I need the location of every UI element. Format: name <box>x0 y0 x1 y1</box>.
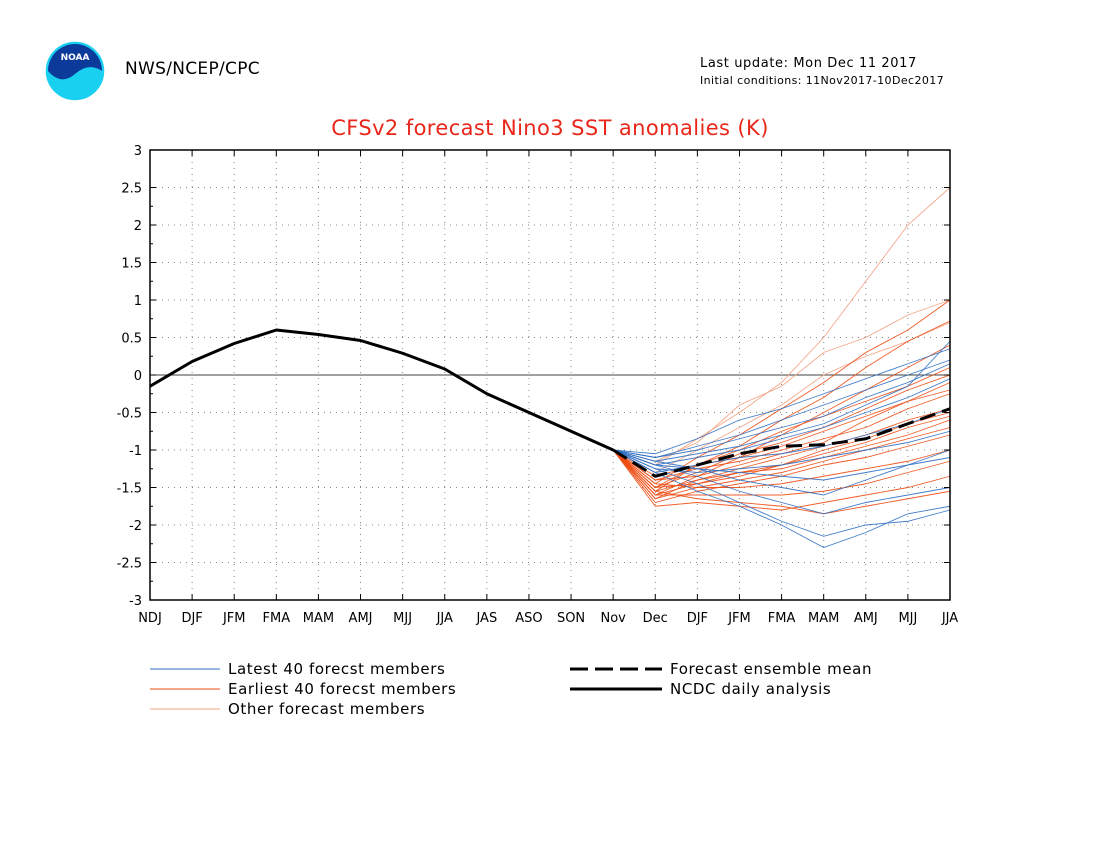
main-series-layer <box>149 328 951 478</box>
x-tick-label: ASO <box>515 611 542 626</box>
latest-40-forecst-members-line <box>613 449 951 496</box>
earliest-40-forecst-members-line <box>612 427 951 500</box>
legend-label-latest-40-forecst-members: Latest 40 forecst members <box>228 660 445 678</box>
x-tick-label: JJA <box>941 611 958 626</box>
x-tick-label: DJF <box>687 611 708 626</box>
y-tick-label: 0 <box>134 369 142 384</box>
logo-sky <box>48 44 102 80</box>
x-tick-label: FMA <box>263 611 291 626</box>
y-tick-label: 0.5 <box>121 332 142 347</box>
x-tick-label: MAM <box>808 611 839 626</box>
x-tick-label: Dec <box>643 611 668 626</box>
latest-40-forecst-members-line <box>613 378 951 466</box>
x-tick-label: JJA <box>436 611 453 626</box>
y-tick-label: 1 <box>134 294 142 309</box>
latest-40-forecst-members-line <box>613 340 951 462</box>
earliest-40-forecst-members-line <box>612 393 951 481</box>
earliest-40-forecst-members-line <box>612 374 951 489</box>
noaa-logo: NOAA <box>44 40 106 102</box>
y-tick-label: 1.5 <box>121 257 142 272</box>
latest-40-forecst-members-line <box>612 430 951 473</box>
latest-40-forecst-members-line <box>613 348 951 455</box>
y-tick-label: -2.5 <box>117 557 142 572</box>
earliest-40-forecst-members-line <box>612 389 951 477</box>
y-tick-label: 2 <box>134 219 142 234</box>
legend-label-other-forecast-members: Other forecast members <box>228 700 425 718</box>
x-tick-label: Nov <box>600 611 626 626</box>
y-tick-label: 2.5 <box>121 182 142 197</box>
legend-label-ncdc-daily-analysis: NCDC daily analysis <box>670 680 831 698</box>
y-tick-label: -1.5 <box>117 482 142 497</box>
earliest-40-forecst-members-line <box>612 367 951 489</box>
legend: Latest 40 forecst members Earliest 40 for… <box>150 660 872 718</box>
x-tick-label: JFM <box>727 611 751 626</box>
x-tick-label: JFM <box>222 611 246 626</box>
logo-border <box>44 40 106 102</box>
x-tick-label: MJJ <box>898 611 917 626</box>
initial-conditions-label: Initial conditions: 11Nov2017-10Dec2017 <box>700 74 945 87</box>
analysis-line <box>149 328 614 452</box>
latest-40-forecst-members-line <box>613 363 951 458</box>
legend-label-earliest-40-forecst-members: Earliest 40 forecst members <box>228 680 456 698</box>
legend-label-forecast-ensemble-mean: Forecast ensemble mean <box>670 660 872 678</box>
x-tick-label: MAM <box>303 611 334 626</box>
x-tick-label: NDJ <box>138 611 162 626</box>
earliest-40-forecst-members-line <box>612 449 951 488</box>
x-tick-label: MJJ <box>393 611 412 626</box>
earliest-40-forecst-members-line <box>612 449 951 515</box>
organization-label: NWS/NCEP/CPC <box>125 59 260 79</box>
latest-40-forecst-members-line <box>613 449 951 481</box>
y-tick-label: -1 <box>129 444 142 459</box>
axis-layer: 3 2.5 2 1.5 1 0.5 0 -0.5 -1 -1.5 -2 -2.5 -3 NDJ DJF JFM… <box>117 144 959 626</box>
x-tick-label: FMA <box>768 611 796 626</box>
earliest-40-forecst-members-line <box>612 419 951 488</box>
x-tick-label: SON <box>557 611 585 626</box>
other-forecast-members-line <box>612 322 951 474</box>
latest-40-forecst-members-line <box>613 449 951 515</box>
x-tick-label: DJF <box>181 611 202 626</box>
y-tick-label: -2 <box>129 519 142 534</box>
latest-40-forecst-members-line <box>613 359 951 458</box>
grid-layer <box>150 150 950 600</box>
y-tick-label: -3 <box>129 594 142 609</box>
earliest-40-forecst-members-line <box>612 408 951 500</box>
logo-text: NOAA <box>61 53 90 63</box>
latest-40-forecst-members-line <box>612 449 951 548</box>
latest-40-forecst-members-line <box>612 449 951 537</box>
x-tick-label: JAS <box>475 611 497 626</box>
y-tick-label: -0.5 <box>117 407 142 422</box>
forecast-members-layer <box>612 187 951 548</box>
last-update-label: Last update: Mon Dec 11 2017 <box>700 56 917 71</box>
x-tick-label: AMJ <box>854 611 878 626</box>
chart-title: CFSv2 forecast Nino3 SST anomalies (K) <box>331 116 769 140</box>
y-tick-label: 3 <box>134 144 142 159</box>
x-tick-label: AMJ <box>349 611 373 626</box>
other-forecast-members-line <box>613 187 951 466</box>
earliest-40-forecst-members-line <box>612 449 951 511</box>
